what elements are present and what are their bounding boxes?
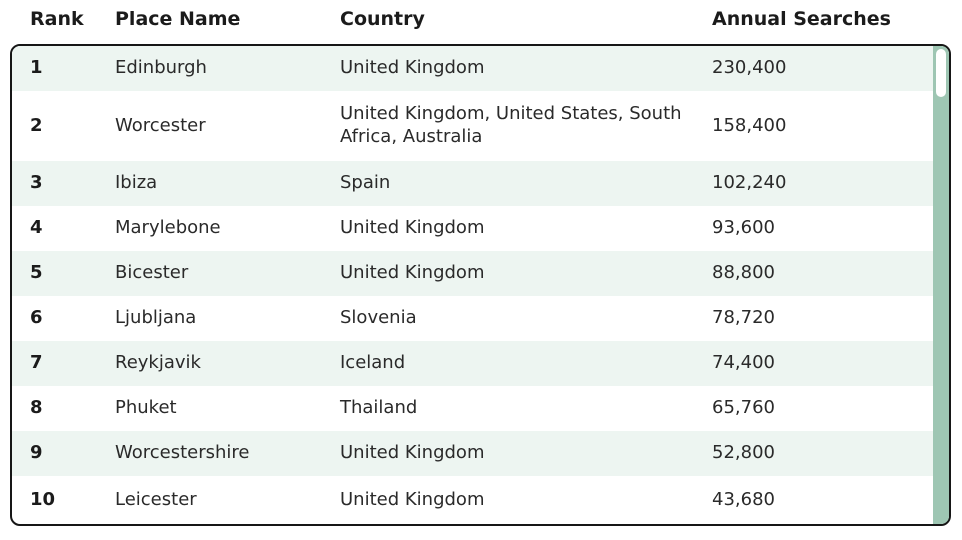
place-cell: Worcestershire [115, 442, 250, 464]
column-header-rank: Rank [30, 8, 84, 30]
table-row: 8 Phuket Thailand 65,760 [12, 386, 949, 431]
country-cell: Iceland [340, 352, 406, 374]
vertical-scrollbar-track[interactable] [933, 45, 949, 524]
ranking-table: Rank Place Name Country Annual Searches … [10, 0, 951, 526]
rank-cell: 7 [30, 352, 43, 374]
column-header-place: Place Name [115, 8, 241, 30]
rank-cell: 2 [30, 114, 43, 136]
place-cell: Marylebone [115, 217, 221, 239]
place-cell: Reykjavik [115, 352, 201, 374]
rank-cell: 1 [30, 57, 43, 79]
table-header-row: Rank Place Name Country Annual Searches [10, 0, 951, 44]
place-cell: Ibiza [115, 172, 158, 194]
searches-cell: 102,240 [712, 172, 787, 194]
place-cell: Worcester [115, 114, 206, 136]
place-cell: Edinburgh [115, 57, 207, 79]
searches-cell: 88,800 [712, 262, 775, 284]
vertical-scrollbar-thumb[interactable] [936, 48, 946, 97]
place-cell: Phuket [115, 397, 177, 419]
country-cell: United Kingdom [340, 442, 485, 464]
table-row: 5 Bicester United Kingdom 88,800 [12, 250, 949, 296]
rank-cell: 10 [30, 488, 56, 510]
table-row: 2 Worcester United Kingdom, United State… [12, 91, 949, 161]
rank-cell: 5 [30, 262, 43, 284]
rank-cell: 8 [30, 397, 43, 419]
rank-cell: 3 [30, 172, 43, 194]
searches-cell: 78,720 [712, 307, 775, 329]
place-cell: Leicester [115, 488, 197, 510]
country-cell: Thailand [340, 397, 418, 419]
country-cell: Slovenia [340, 307, 417, 329]
searches-cell: 74,400 [712, 352, 775, 374]
table-row: 7 Reykjavik Iceland 74,400 [12, 340, 949, 386]
searches-cell: 230,400 [712, 57, 787, 79]
searches-cell: 43,680 [712, 488, 775, 510]
rank-cell: 6 [30, 307, 43, 329]
country-cell: Spain [340, 172, 391, 194]
table-row: 3 Ibiza Spain 102,240 [12, 160, 949, 206]
table-row: 10 Leicester United Kingdom 43,680 [12, 476, 949, 524]
table-row: 1 Edinburgh United Kingdom 230,400 [12, 45, 949, 91]
column-header-searches: Annual Searches [712, 8, 891, 30]
country-cell: United Kingdom [340, 488, 485, 510]
table-row: 9 Worcestershire United Kingdom 52,800 [12, 430, 949, 476]
country-cell: United Kingdom [340, 217, 485, 239]
searches-cell: 158,400 [712, 114, 787, 136]
country-cell: United Kingdom [340, 262, 485, 284]
rank-cell: 4 [30, 217, 43, 239]
country-cell: United Kingdom [340, 57, 485, 79]
column-header-country: Country [340, 8, 425, 30]
country-cell: United Kingdom, United States, South Afr… [340, 103, 682, 147]
place-cell: Bicester [115, 262, 189, 284]
place-cell: Ljubljana [115, 307, 197, 329]
table-body: 1 Edinburgh United Kingdom 230,400 2 Wor… [10, 43, 951, 526]
searches-cell: 65,760 [712, 397, 775, 419]
table-row: 6 Ljubljana Slovenia 78,720 [12, 296, 949, 341]
rank-cell: 9 [30, 442, 43, 464]
table-row: 4 Marylebone United Kingdom 93,600 [12, 206, 949, 251]
searches-cell: 52,800 [712, 442, 775, 464]
searches-cell: 93,600 [712, 217, 775, 239]
